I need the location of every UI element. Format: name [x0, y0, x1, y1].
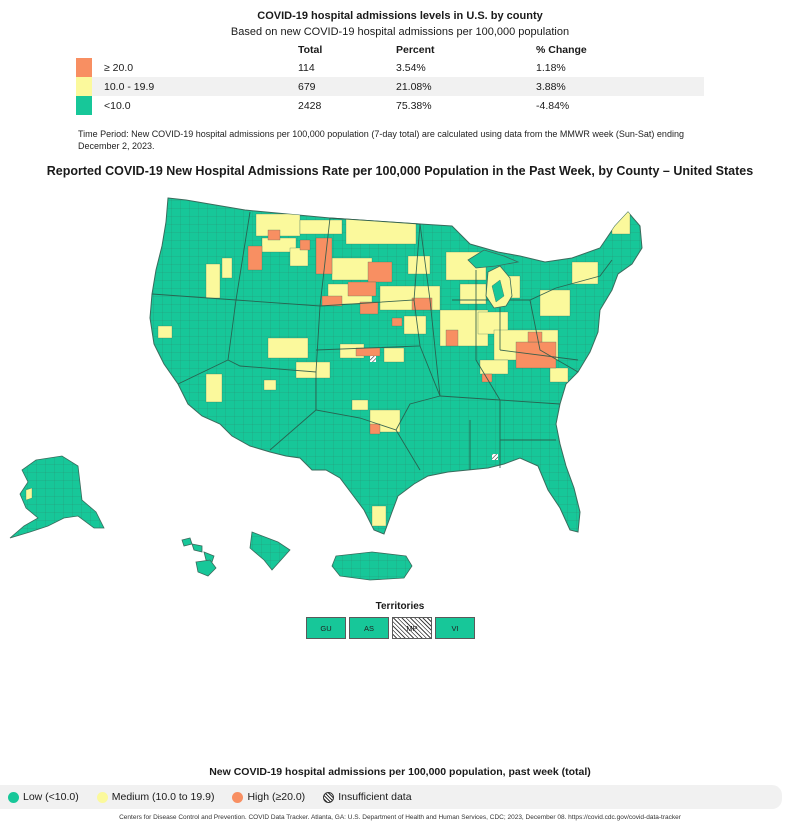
michigan[interactable]	[467, 249, 520, 309]
change-value: 3.88%	[536, 80, 566, 93]
swatch-medium	[76, 77, 92, 96]
swatch-low	[76, 96, 92, 115]
legend-label: Low (<10.0)	[23, 791, 79, 803]
range-label: 10.0 - 19.9	[104, 80, 155, 93]
swatch-high	[76, 58, 92, 77]
medium-dot-icon	[96, 791, 108, 803]
source-citation: Centers for Disease Control and Preventi…	[119, 814, 681, 821]
district-box[interactable]	[249, 531, 291, 571]
total-value: 114	[298, 61, 315, 74]
legend-title: New COVID-19 hospital admissions per 100…	[209, 766, 591, 778]
percent-value: 75.38%	[396, 99, 432, 112]
legend: Low (<10.0) Medium (10.0 to 19.9) High (…	[0, 785, 782, 809]
change-value: 1.18%	[536, 61, 566, 74]
territory-vi[interactable]: VI	[435, 617, 475, 639]
summary-header-row: Total Percent % Change	[76, 42, 704, 58]
range-label: <10.0	[104, 99, 131, 112]
high-dot-icon	[232, 791, 244, 803]
header-total: Total	[298, 44, 323, 56]
legend-item-low[interactable]: Low (<10.0)	[8, 791, 79, 803]
chart-subtitle: Based on new COVID-19 hospital admission…	[230, 26, 570, 38]
percent-value: 21.08%	[396, 80, 432, 93]
legend-item-high[interactable]: High (≥20.0)	[232, 791, 305, 803]
us-county-map[interactable]	[0, 180, 800, 600]
summary-table: Total Percent % Change ≥ 20.0 114 3.54% …	[76, 42, 704, 115]
legend-label: High (≥20.0)	[247, 791, 306, 803]
territories-row: GU AS MP VI	[306, 617, 475, 639]
legend-item-medium[interactable]: Medium (10.0 to 19.9)	[96, 791, 215, 803]
summary-row-high: ≥ 20.0 114 3.54% 1.18%	[76, 58, 704, 77]
alaska[interactable]	[9, 455, 105, 539]
legend-label: Insufficient data	[338, 791, 412, 803]
mainland-us[interactable]	[140, 190, 660, 550]
total-value: 2428	[298, 99, 322, 112]
chart-title: COVID-19 hospital admissions levels in U…	[257, 10, 543, 22]
territories-title: Territories	[375, 601, 425, 612]
summary-row-medium: 10.0 - 19.9 679 21.08% 3.88%	[76, 77, 704, 96]
percent-value: 3.54%	[396, 61, 426, 74]
header-percent: Percent	[396, 44, 435, 56]
territory-as[interactable]: AS	[349, 617, 389, 639]
time-period-note: Time Period: New COVID-19 hospital admis…	[78, 129, 684, 151]
legend-label: Medium (10.0 to 19.9)	[111, 791, 215, 803]
change-value: -4.84%	[536, 99, 570, 112]
header-change: % Change	[536, 44, 587, 56]
legend-item-insufficient[interactable]: Insufficient data	[323, 791, 412, 803]
territory-gu[interactable]: GU	[306, 617, 346, 639]
low-dot-icon	[8, 791, 19, 803]
hawaii[interactable]	[181, 537, 217, 577]
territory-mp[interactable]: MP	[392, 617, 432, 639]
hatch-dot-icon	[323, 791, 335, 803]
puerto-rico[interactable]	[331, 551, 413, 581]
summary-row-low: <10.0 2428 75.38% -4.84%	[76, 96, 704, 115]
total-value: 679	[298, 80, 316, 93]
range-label: ≥ 20.0	[104, 61, 134, 74]
map-title: Reported COVID-19 New Hospital Admission…	[46, 164, 754, 178]
